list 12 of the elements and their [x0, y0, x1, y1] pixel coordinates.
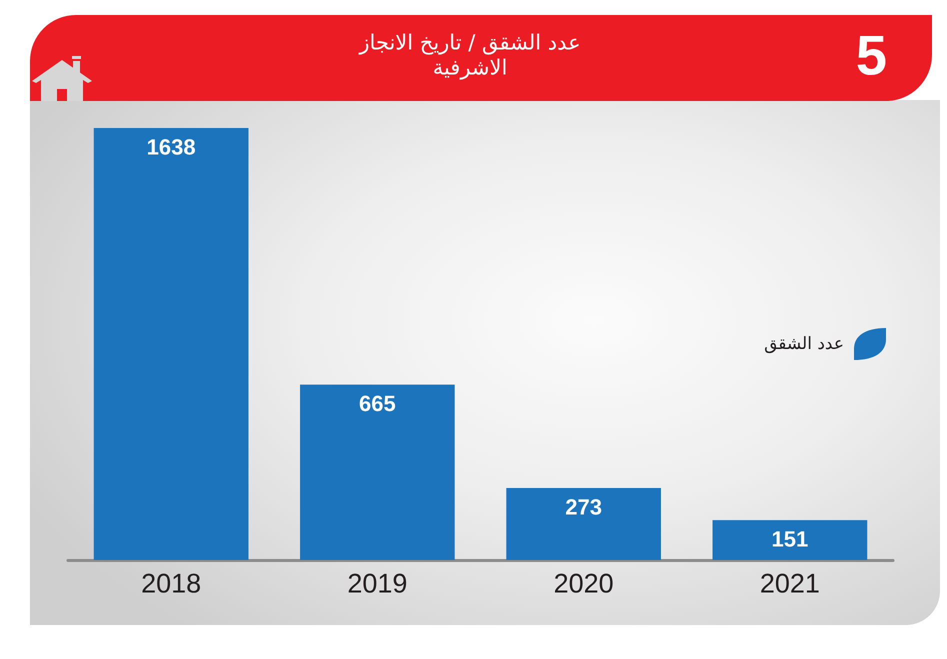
data-label: 151: [772, 526, 808, 552]
chart-subtitle: الاشرفية: [432, 56, 508, 80]
x-tick-label: 2019: [347, 568, 408, 598]
data-label: 665: [359, 391, 396, 416]
chart-title: عدد الشقق / تاريخ الانجاز: [358, 30, 581, 56]
x-tick-label: 2018: [141, 568, 202, 598]
text: 5: [856, 24, 888, 86]
data-label: 273: [565, 494, 602, 520]
data-label: 1638: [146, 134, 196, 160]
legend-label: عدد الشقق: [764, 334, 844, 354]
x-tick-label: 2021: [760, 568, 820, 598]
x-tick-label: 2020: [554, 568, 614, 598]
